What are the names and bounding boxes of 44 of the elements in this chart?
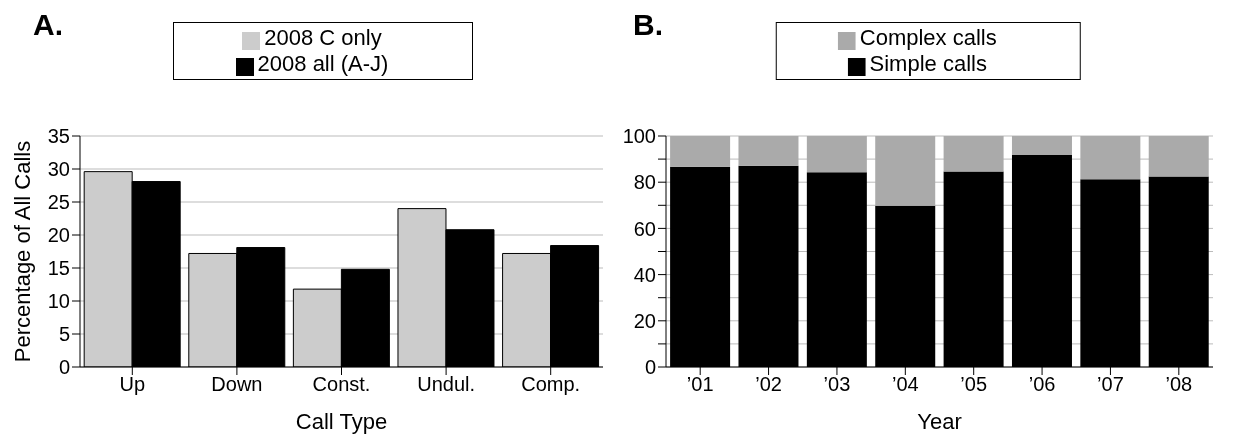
x-tick-label: ’01 [686,373,714,396]
y-tick-label: 40 [633,263,656,286]
bar [875,136,936,206]
legend-label: Simple calls [869,51,987,76]
x-axis-title: Year [917,409,962,434]
y-tick-label: 25 [47,191,70,214]
bar [1148,136,1209,177]
x-tick-label: ’03 [823,373,851,396]
bar [806,136,867,173]
legend-label: 2008 C only [264,25,382,50]
y-tick-label: 20 [47,224,70,247]
x-tick-label: Up [119,373,146,396]
x-tick-label: ’02 [755,373,782,396]
x-tick-label: ’06 [1028,373,1056,396]
chart-title: A. [33,8,63,42]
x-tick-label: Comp. [521,373,581,396]
y-tick-label: 35 [47,125,70,148]
x-tick-label: Undul. [417,373,476,396]
x-axis-title: Call Type [295,409,388,434]
x-tick-label: Down [211,373,263,396]
legend-label: Complex calls [859,25,997,50]
x-tick-label: ’05 [960,373,988,396]
y-tick-label: 0 [644,356,656,379]
y-tick-label: 80 [633,171,656,194]
bar [943,136,1004,172]
chart-title: B. [633,8,663,42]
bar [1011,136,1072,155]
x-tick-label: ’07 [1097,373,1124,396]
y-tick-label: 100 [622,125,656,148]
legend-label: 2008 all (A-J) [257,51,389,76]
y-tick-label: 30 [47,158,70,181]
y-tick-label: 15 [47,257,70,280]
y-tick-label: 10 [47,290,70,313]
bar [670,136,731,167]
y-tick-label: 5 [58,323,70,346]
bar [1080,136,1141,180]
bar [738,136,799,166]
y-tick-label: 0 [58,356,70,379]
y-tick-label: 60 [633,217,656,240]
x-tick-label: ’08 [1165,373,1193,396]
x-tick-label: ’04 [891,373,919,396]
y-tick-label: 20 [633,309,656,332]
y-axis-title: Percentage of All Calls [9,140,35,363]
x-tick-label: Const. [312,373,371,396]
